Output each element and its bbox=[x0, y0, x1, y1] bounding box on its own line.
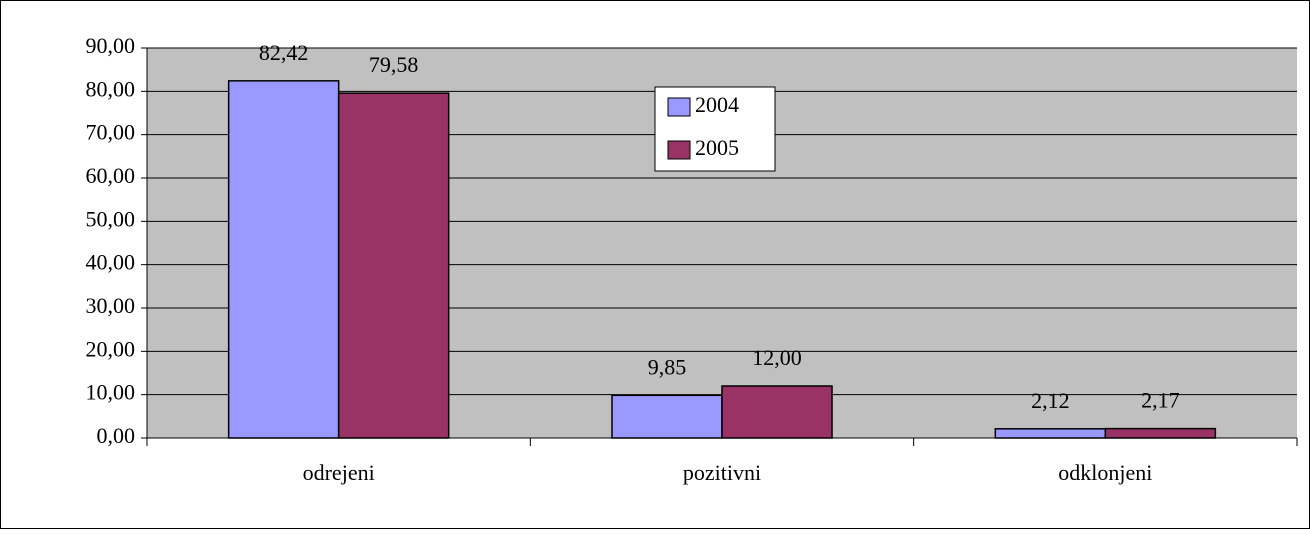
bar bbox=[994, 428, 1107, 439]
y-tick-label: 0,00 bbox=[97, 423, 136, 448]
bar bbox=[721, 385, 833, 439]
x-tick-label: odrejeni bbox=[303, 460, 375, 485]
value-label: 12,00 bbox=[752, 345, 802, 370]
legend-label: 2005 bbox=[695, 135, 739, 160]
y-tick-label: 20,00 bbox=[86, 336, 136, 361]
value-label: 2,17 bbox=[1141, 388, 1180, 413]
y-tick-label: 30,00 bbox=[86, 293, 136, 318]
bar bbox=[611, 394, 723, 439]
value-label: 82,42 bbox=[259, 40, 309, 65]
value-label: 2,12 bbox=[1031, 388, 1070, 413]
y-tick-label: 70,00 bbox=[86, 120, 136, 145]
bar bbox=[1104, 427, 1217, 439]
x-tick-label: odklonjeni bbox=[1058, 460, 1152, 485]
y-tick-label: 10,00 bbox=[86, 380, 136, 405]
y-tick-label: 80,00 bbox=[86, 76, 136, 101]
value-label: 79,58 bbox=[369, 52, 419, 77]
bar bbox=[227, 80, 340, 439]
y-tick-label: 90,00 bbox=[86, 33, 136, 58]
legend-label: 2004 bbox=[695, 92, 739, 117]
legend-swatch bbox=[667, 97, 691, 117]
x-tick-label: pozitivni bbox=[683, 460, 761, 485]
value-label: 9,85 bbox=[648, 354, 687, 379]
bar bbox=[337, 92, 450, 439]
y-tick-label: 60,00 bbox=[86, 163, 136, 188]
y-tick-label: 40,00 bbox=[86, 250, 136, 275]
y-tick-label: 50,00 bbox=[86, 206, 136, 231]
legend-swatch bbox=[667, 140, 691, 160]
